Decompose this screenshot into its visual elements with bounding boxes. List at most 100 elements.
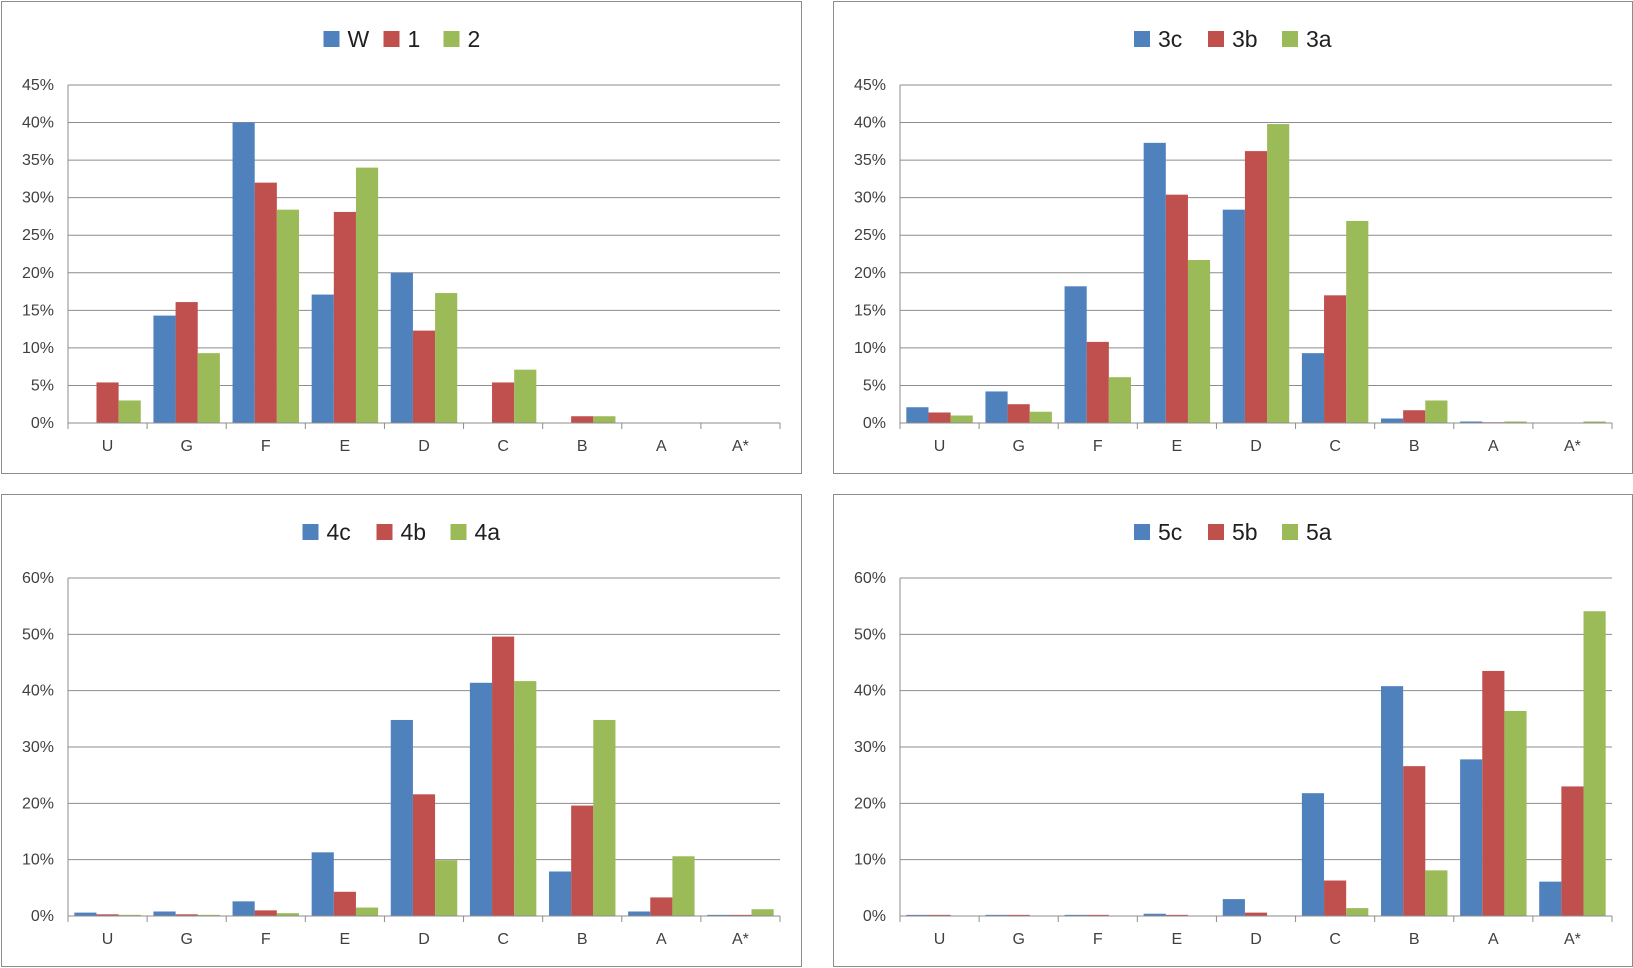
x-tick-label: C (497, 931, 509, 948)
y-tick-label: 15% (854, 302, 886, 319)
x-tick-label: B (1409, 438, 1420, 455)
y-tick-label: 0% (863, 908, 886, 925)
chart-levels-3: 0% 5% 10% 15% 20% 25% 30% 35% 40% 45% U G F E D C B A A* 3c… (854, 26, 1613, 455)
x-tick-label: F (261, 931, 271, 948)
x-tick-label: U (102, 931, 114, 948)
legend: W 1 2 (323, 26, 481, 52)
bar (1425, 870, 1448, 916)
legend-label: 3c (1158, 26, 1182, 52)
x-tick-label: D (1250, 438, 1262, 455)
x-tick-label: B (577, 438, 588, 455)
bar (729, 914, 752, 916)
bar (1324, 880, 1347, 916)
y-tick-label: 30% (854, 739, 886, 756)
bar (355, 907, 379, 916)
chart-levels-4: 0% 10% 20% 30% 40% 50% 60% U G F E D C B A A* 4c 4b 4a (22, 519, 781, 948)
bar (1086, 914, 1109, 916)
bar (1222, 209, 1245, 423)
bar (1403, 410, 1426, 423)
y-tick-label: 40% (22, 683, 54, 700)
bar (153, 911, 176, 916)
bar (1460, 421, 1483, 423)
y-tick-label: 50% (22, 626, 54, 643)
x-tick-label: C (497, 438, 509, 455)
bar (333, 891, 356, 916)
x-tick-label: E (1172, 931, 1183, 948)
x-tick-label: A* (1564, 931, 1581, 948)
bar (469, 682, 493, 916)
chart-panel-levels-4: 0% 10% 20% 30% 40% 50% 60% U G F E D C B A A* 4c 4b 4a (1, 494, 802, 967)
legend-label: 4c (327, 519, 351, 545)
legend: 5c 5b 5a (1134, 519, 1332, 545)
x-tick-label: B (577, 931, 588, 948)
bar (1064, 286, 1087, 423)
y-tick-label: 60% (22, 570, 54, 587)
y-tick-label: 45% (854, 77, 886, 94)
y-tick-label: 10% (854, 340, 886, 357)
x-tick-label: U (934, 931, 946, 948)
bar (175, 302, 198, 423)
bar (571, 805, 594, 916)
x-tick-label: B (1409, 931, 1420, 948)
y-tick-label: 40% (22, 115, 54, 132)
bar (1029, 411, 1052, 423)
x-tick-label: F (261, 438, 271, 455)
bar (1482, 670, 1505, 916)
y-tick-label: 0% (31, 415, 54, 432)
x-tick-label: G (1012, 438, 1024, 455)
legend-label: W (348, 26, 370, 52)
legend-swatch (302, 524, 319, 540)
bar (232, 901, 255, 916)
bar (311, 852, 334, 916)
legend-label: 5c (1158, 519, 1182, 545)
y-tick-label: 25% (22, 227, 54, 244)
x-tick-label: D (418, 438, 430, 455)
y-tick-label: 20% (22, 795, 54, 812)
y-tick-label: 0% (863, 415, 886, 432)
legend-swatch (1282, 31, 1298, 47)
bar (928, 412, 951, 423)
chart-panel-levels-3: 0% 5% 10% 15% 20% 25% 30% 35% 40% 45% U G F E D C B A A* 3c… (833, 1, 1633, 474)
legend-swatch (1208, 524, 1224, 540)
bar (118, 400, 141, 423)
bar (906, 407, 929, 423)
bar (492, 636, 515, 916)
y-tick-label: 50% (854, 626, 886, 643)
legend-label: 2 (468, 26, 481, 52)
legend-swatch (1282, 524, 1298, 540)
y-tick-label: 40% (854, 115, 886, 132)
x-tick-label: C (1329, 931, 1341, 948)
bar (1222, 899, 1245, 916)
y-tick-label: 35% (854, 152, 886, 169)
y-tick-label: 10% (854, 852, 886, 869)
y-tick-label: 25% (854, 227, 886, 244)
x-tick-label: U (102, 438, 114, 455)
y-tick-label: 40% (854, 683, 886, 700)
legend: 3c 3b 3a (1134, 26, 1332, 52)
y-tick-label: 35% (22, 152, 54, 169)
bar (175, 914, 198, 916)
bar (514, 681, 537, 916)
legend-swatch (1134, 31, 1150, 47)
bar (1381, 686, 1404, 916)
bar (1007, 914, 1030, 916)
bar (751, 909, 774, 916)
bar (197, 353, 220, 423)
bar (593, 416, 616, 423)
bar (1244, 912, 1268, 916)
x-tick-label: F (1093, 438, 1103, 455)
bar (435, 860, 458, 916)
bar (571, 416, 594, 423)
bar (1143, 913, 1166, 916)
bar (355, 167, 379, 423)
bar (628, 911, 651, 916)
bar (650, 897, 673, 916)
legend-label: 3a (1306, 26, 1332, 52)
bar (514, 369, 537, 423)
bar (74, 912, 97, 916)
x-tick-label: A (656, 931, 667, 948)
bar (985, 914, 1008, 916)
legend-label: 1 (408, 26, 421, 52)
bar (906, 914, 929, 916)
x-tick-label: A (656, 438, 667, 455)
